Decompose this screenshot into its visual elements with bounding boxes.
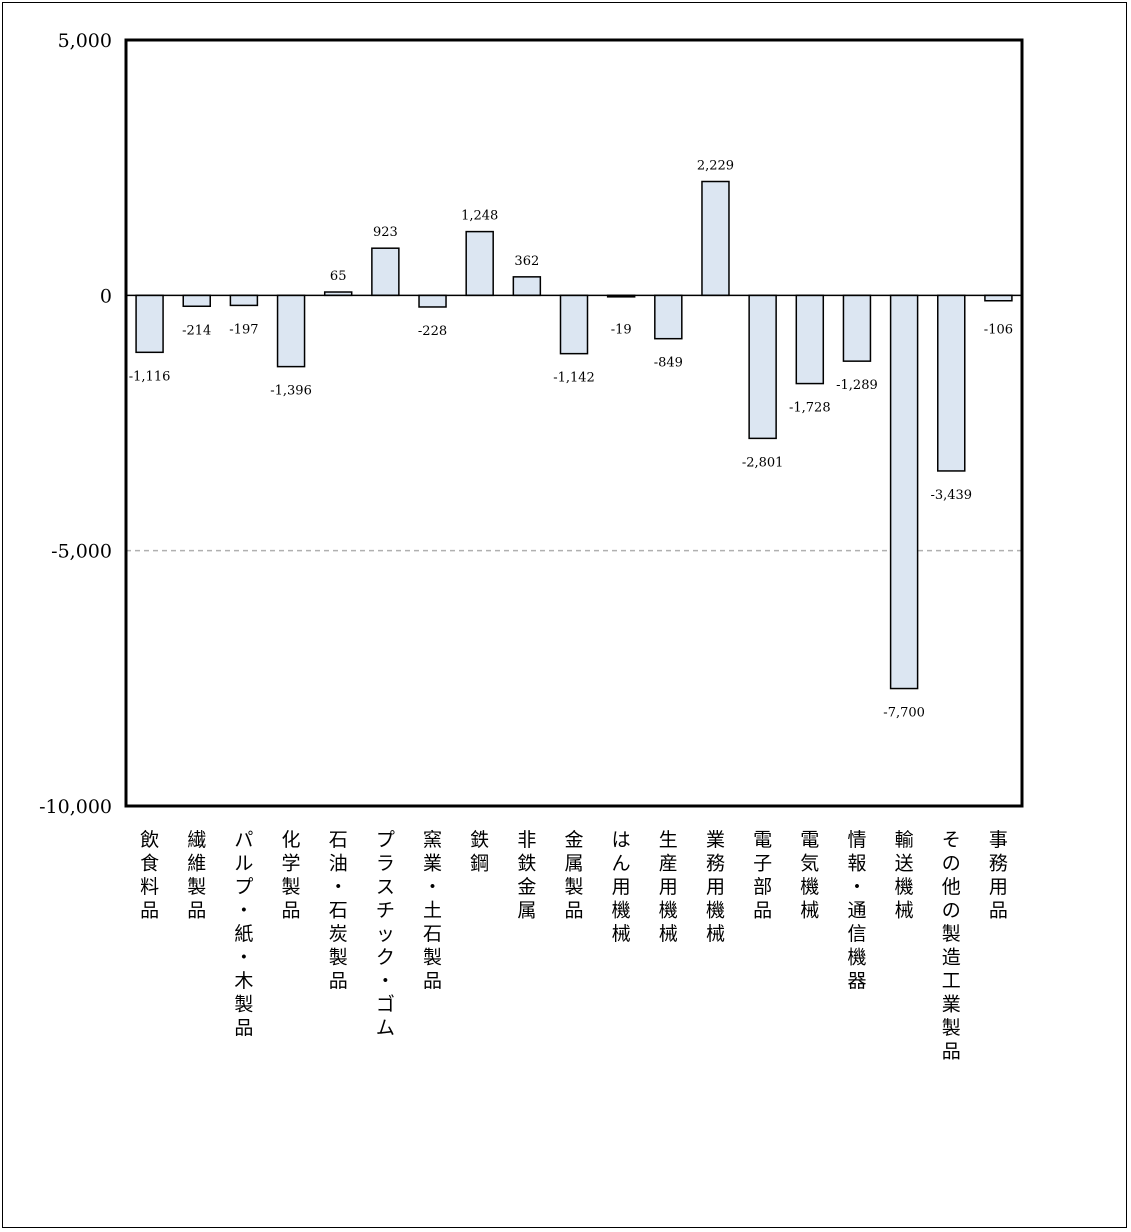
data-label: -1,396 [270,384,312,399]
data-label: -106 [984,322,1013,337]
data-label: -7,700 [883,706,925,721]
data-label: 65 [330,269,347,284]
y-tick-label: 5,000 [58,30,112,52]
category-label: 電気機械 [800,829,819,922]
category-label: パルプ・紙・木製品 [234,829,253,1039]
category-label: 鉄鋼 [470,829,489,875]
bar [937,294,966,472]
category-label: 化学製品 [282,829,301,922]
bar [465,230,494,297]
category-label: 生産用機械 [659,829,678,945]
data-label: -3,439 [930,488,972,503]
bar [512,276,542,297]
bar [795,294,825,385]
data-label: -197 [229,322,258,337]
y-tick-label: -10,000 [39,796,112,818]
category-label: 金属製品 [564,829,583,922]
bar [276,294,306,368]
category-label: 非鉄金属 [517,829,536,922]
category-label: 電子部品 [753,829,772,922]
category-label: 窯業・土石製品 [423,829,442,992]
bar [654,294,683,340]
category-label: 業務用機械 [706,829,725,945]
data-label: -1,142 [553,371,595,386]
bar [182,294,211,308]
category-label: 情報・通信機器 [847,829,866,992]
data-label: 1,248 [461,209,498,224]
bar [418,294,447,308]
data-label: -849 [654,356,683,371]
data-label: 2,229 [697,159,734,174]
data-label: -228 [418,324,447,339]
y-tick-label: 0 [100,285,112,307]
data-label: -1,116 [129,369,171,384]
bar [842,294,872,362]
data-label: -2,801 [742,455,784,470]
category-label: 輸送機械 [895,829,914,922]
bar [371,247,400,297]
category-label: 繊維製品 [187,829,206,922]
data-label: 362 [514,254,539,269]
data-label: 923 [373,225,398,240]
category-label: その他の製造工業製品 [942,829,961,1063]
category-label: 飲食料品 [140,829,159,922]
bar [889,294,919,690]
bar [748,294,777,440]
data-label: -1,728 [789,401,831,416]
y-tick-label: -5,000 [51,541,112,563]
bar [559,294,589,355]
data-label: -1,289 [836,378,878,393]
bar [229,294,259,307]
bar [984,294,1013,302]
category-label: プラスチック・ゴム [376,829,395,1039]
category-label: 石油・石炭製品 [329,829,348,992]
bar [701,180,730,297]
data-label: -19 [611,322,632,337]
category-label: 事務用品 [989,829,1008,922]
category-label: はん用機械 [612,829,631,945]
data-label: -214 [182,323,211,338]
bar [135,294,164,354]
plot-border [124,38,1024,808]
